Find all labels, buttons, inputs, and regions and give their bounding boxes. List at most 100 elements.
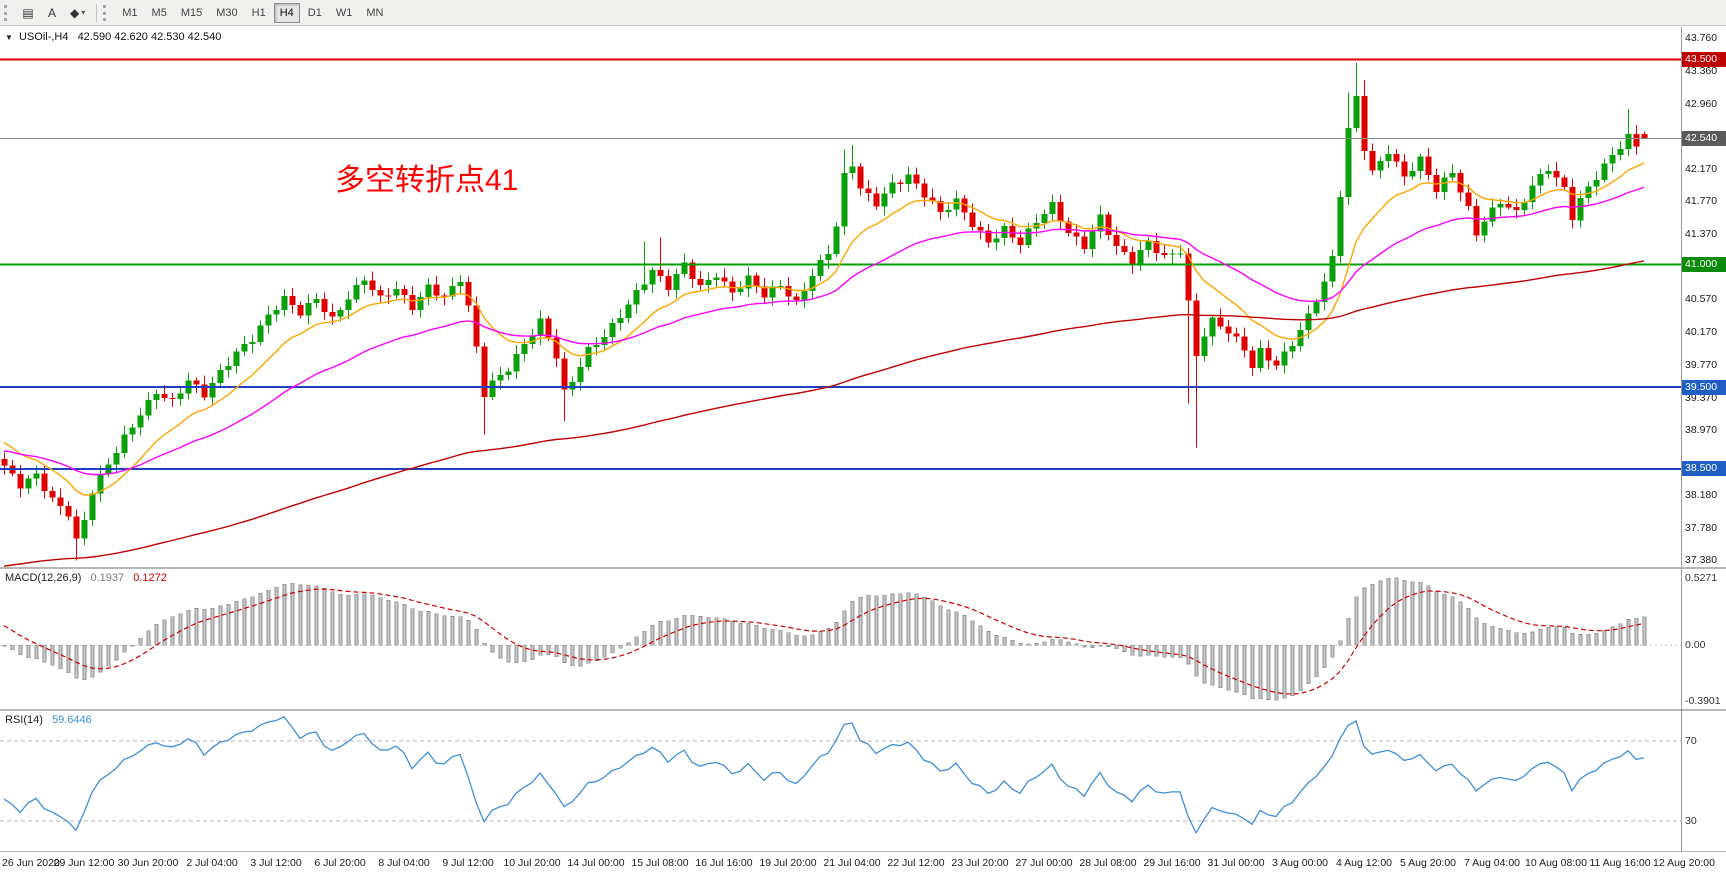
charts-grid-icon: ▤	[22, 5, 34, 20]
timeframe-button-m30[interactable]: M30	[210, 3, 243, 23]
indicator-axis-label: 70	[1685, 735, 1697, 747]
time-axis-label: 6 Jul 20:00	[314, 857, 366, 869]
time-axis-label: 29 Jul 16:00	[1143, 857, 1201, 869]
rsi-name: RSI(14)	[5, 714, 43, 726]
price-tick-label: 40.170	[1685, 326, 1718, 339]
toolbar-separator	[96, 3, 98, 22]
price-tick-label: 41.770	[1685, 195, 1718, 208]
macd-signal-value: 0.1272	[133, 572, 167, 584]
charts-grid-button[interactable]: ▤	[17, 2, 39, 23]
price-tick-label: 40.570	[1685, 293, 1718, 306]
price-axis[interactable]: 43.760 43.360 42.960 42.170 41.770 41.370 40.5…	[1682, 27, 1726, 852]
axis-separator-line	[1681, 27, 1682, 852]
time-axis-label: 7 Aug 04:00	[1463, 857, 1521, 869]
panel-separator[interactable]	[0, 567, 1726, 569]
price-tick-label: 38.970	[1685, 424, 1718, 437]
toolbar-icon-group: ▤ A ◆ ▾	[16, 2, 91, 23]
time-axis-label: 11 Aug 16:00	[1589, 857, 1651, 869]
resistance-43500-badge: 43.500	[1682, 52, 1726, 68]
ohlc-values: 42.590 42.620 42.530 42.540	[77, 31, 222, 43]
chart-info-line: ▼ USOil-,H4 42.590 42.620 42.530 42.540	[5, 31, 221, 43]
panel-separator[interactable]	[0, 709, 1726, 711]
macd-indicator-panel[interactable]	[0, 569, 1681, 709]
level-41000-badge: 41.000	[1682, 256, 1726, 272]
price-tick-label: 37.380	[1685, 554, 1718, 567]
rsi-line	[3, 715, 1645, 835]
axis-separator	[0, 851, 1726, 852]
time-axis-label: 9 Jul 12:00	[442, 857, 494, 869]
time-axis-label: 10 Aug 08:00	[1525, 857, 1587, 869]
macd-signal-line	[3, 588, 1645, 695]
time-axis-label: 3 Jul 12:00	[250, 857, 302, 869]
timeframe-button-group: M1 M5 M15 M30 H1 H4 D1 W1 MN	[115, 2, 390, 23]
timeframe-button-m15[interactable]: M15	[175, 3, 208, 23]
moving-average-34	[3, 186, 1645, 476]
timeframe-button-m5[interactable]: M5	[146, 3, 173, 23]
price-tick-label: 43.760	[1685, 32, 1718, 45]
moving-average-12	[3, 162, 1645, 496]
time-axis-label: 22 Jul 12:00	[887, 857, 945, 869]
timeframe-button-m1[interactable]: M1	[116, 3, 143, 23]
chart-region: ▼ USOil-,H4 42.590 42.620 42.530 42.540 …	[0, 27, 1726, 891]
current-price-badge: 42.540	[1682, 130, 1726, 146]
price-tick-label: 39.370	[1685, 391, 1718, 404]
time-axis-label: 19 Jul 20:00	[759, 857, 817, 869]
price-tick-label: 43.360	[1685, 65, 1718, 78]
time-axis-label: 27 Jul 00:00	[1015, 857, 1073, 869]
timeframe-button-h4[interactable]: H4	[273, 2, 300, 23]
macd-histogram	[2, 577, 1647, 701]
time-axis-label: 31 Jul 00:00	[1207, 857, 1265, 869]
text-annotation-button[interactable]: A	[41, 2, 63, 23]
time-axis-label: 4 Aug 12:00	[1335, 857, 1393, 869]
time-axis-label: 26 Jun 2020	[2, 857, 60, 869]
time-axis-label: 2 Jul 04:00	[186, 857, 238, 869]
price-tick-label: 41.370	[1685, 228, 1718, 240]
timeframe-button-d1[interactable]: D1	[302, 3, 328, 23]
toolbar-drag-grip[interactable]	[4, 4, 12, 21]
price-tick-label: 42.960	[1685, 97, 1718, 110]
rsi-label: RSI(14) 59.6446	[5, 714, 92, 726]
price-tick-label: 38.180	[1685, 489, 1718, 501]
time-axis-label: 16 Jul 16:00	[695, 857, 753, 869]
time-axis-label: 30 Jun 20:00	[117, 857, 179, 869]
indicator-axis-label: 0.5271	[1685, 572, 1718, 584]
macd-label: MACD(12,26,9) 0.1937 0.1272	[5, 572, 167, 584]
symbol-timeframe-label: USOil-,H4	[18, 31, 69, 43]
text-annotation-icon: A	[47, 5, 56, 20]
timeframe-button-mn[interactable]: MN	[360, 3, 389, 23]
time-axis-label: 23 Jul 20:00	[951, 857, 1009, 869]
indicator-axis-label: 30	[1685, 815, 1697, 827]
macd-main-value: 0.1937	[90, 572, 125, 584]
time-axis-label: 3 Aug 00:00	[1271, 857, 1329, 869]
indicator-axis-label: 0.00	[1685, 639, 1706, 652]
time-axis-label: 8 Jul 04:00	[378, 857, 430, 869]
moving-average-150	[3, 260, 1645, 567]
time-axis-label: 10 Jul 20:00	[503, 857, 561, 869]
time-axis-label: 28 Jul 08:00	[1079, 857, 1137, 869]
rsi-indicator-panel[interactable]	[0, 711, 1681, 851]
time-axis-label: 15 Jul 08:00	[631, 857, 689, 869]
chart-annotation-text[interactable]: 多空转折点41	[335, 164, 519, 197]
main-price-chart[interactable]	[0, 27, 1681, 567]
shapes-tool-icon: ◆	[70, 5, 80, 20]
timeframe-toolbar-grip[interactable]	[103, 4, 111, 21]
timeframe-button-h1[interactable]: H1	[246, 3, 272, 23]
time-axis-label: 5 Aug 20:00	[1399, 857, 1457, 869]
indicator-axis-label: -0.3901	[1685, 695, 1721, 707]
time-axis[interactable]: 26 Jun 2020 29 Jun 12:00 30 Jun 20:00 2 Jul…	[0, 852, 1726, 891]
price-tick-label: 42.170	[1685, 162, 1718, 175]
time-axis-label: 21 Jul 04:00	[823, 857, 881, 869]
support-39500-badge: 39.500	[1682, 379, 1726, 395]
timeframe-button-w1[interactable]: W1	[330, 3, 359, 23]
collapse-triangle-icon[interactable]: ▼	[5, 33, 13, 42]
price-tick-label: 39.770	[1685, 358, 1718, 371]
price-tick-label: 37.780	[1685, 521, 1718, 534]
support-38500-badge: 38.500	[1682, 461, 1726, 477]
macd-name: MACD(12,26,9)	[5, 572, 82, 584]
toolbar: ▤ A ◆ ▾ M1 M5 M15 M30 H1 H4 D1 W1 MN	[0, 0, 1726, 26]
candles-layer	[1, 63, 1648, 561]
shapes-tool-button[interactable]: ◆ ▾	[65, 2, 90, 23]
rsi-value: 59.6446	[51, 714, 92, 726]
time-axis-label: 14 Jul 00:00	[567, 857, 625, 869]
time-axis-label: 29 Jun 12:00	[53, 857, 115, 869]
